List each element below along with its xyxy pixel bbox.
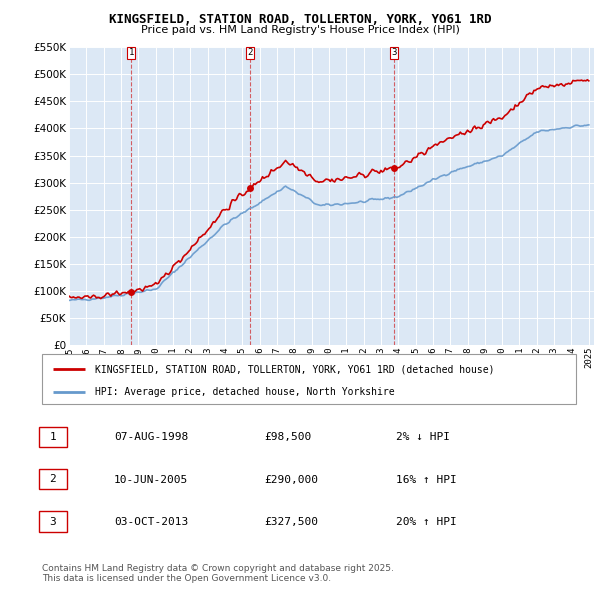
Text: KINGSFIELD, STATION ROAD, TOLLERTON, YORK, YO61 1RD: KINGSFIELD, STATION ROAD, TOLLERTON, YOR… (109, 13, 491, 26)
FancyBboxPatch shape (39, 469, 67, 489)
Text: 2: 2 (247, 48, 253, 57)
Text: 20% ↑ HPI: 20% ↑ HPI (396, 517, 457, 527)
Text: 3: 3 (391, 48, 397, 57)
Point (245, 183, 254, 193)
Text: £98,500: £98,500 (264, 432, 311, 442)
Text: 03-OCT-2013: 03-OCT-2013 (114, 517, 188, 527)
Text: HPI: Average price, detached house, North Yorkshire: HPI: Average price, detached house, Nort… (95, 386, 395, 396)
Point (389, 163, 398, 172)
Text: 2% ↓ HPI: 2% ↓ HPI (396, 432, 450, 442)
Text: 16% ↑ HPI: 16% ↑ HPI (396, 475, 457, 484)
Text: 2: 2 (49, 474, 56, 484)
Text: 1: 1 (49, 432, 56, 441)
Text: 10-JUN-2005: 10-JUN-2005 (114, 475, 188, 484)
Text: 07-AUG-1998: 07-AUG-1998 (114, 432, 188, 442)
Text: KINGSFIELD, STATION ROAD, TOLLERTON, YORK, YO61 1RD (detached house): KINGSFIELD, STATION ROAD, TOLLERTON, YOR… (95, 364, 495, 374)
FancyBboxPatch shape (39, 427, 67, 447)
Point (127, 287, 136, 297)
Text: £290,000: £290,000 (264, 475, 318, 484)
FancyBboxPatch shape (39, 512, 67, 532)
Text: Price paid vs. HM Land Registry's House Price Index (HPI): Price paid vs. HM Land Registry's House … (140, 25, 460, 35)
Text: 3: 3 (49, 517, 56, 526)
FancyBboxPatch shape (42, 354, 576, 404)
Text: Contains HM Land Registry data © Crown copyright and database right 2025.
This d: Contains HM Land Registry data © Crown c… (42, 563, 394, 583)
Text: £327,500: £327,500 (264, 517, 318, 527)
Text: 1: 1 (128, 48, 134, 57)
